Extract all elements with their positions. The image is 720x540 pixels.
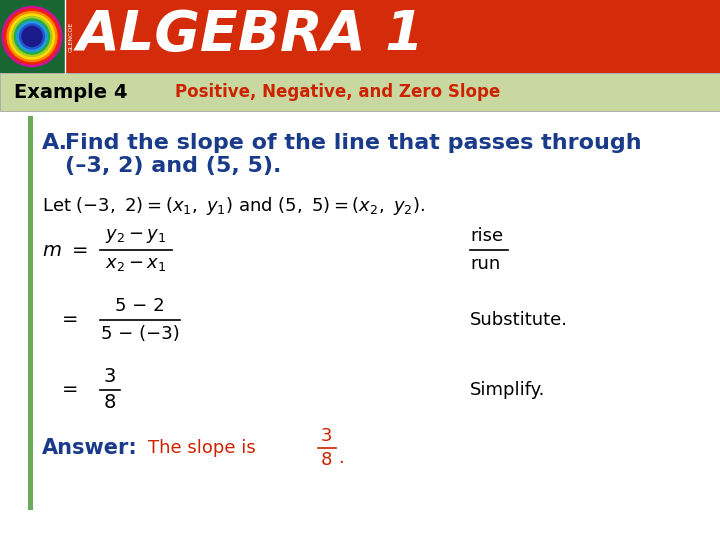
Circle shape [9, 14, 55, 59]
Bar [0, 0, 720, 73]
Text: Let $(-3,\ 2) = (x_1,\ y_1)$ and $(5,\ 5) = (x_2,\ y_2).$: Let $(-3,\ 2) = (x_1,\ y_1)$ and $(5,\ 5… [42, 195, 426, 217]
Circle shape [7, 11, 57, 62]
Text: 5 − (−3): 5 − (−3) [101, 325, 179, 343]
Text: rise: rise [470, 227, 503, 245]
Text: GLENCOE: GLENCOE [69, 22, 74, 52]
Text: $m\ =$: $m\ =$ [42, 240, 88, 260]
Bar [0, 0, 65, 73]
Text: 8: 8 [320, 451, 332, 469]
Text: $x_2 - x_1$: $x_2 - x_1$ [105, 255, 166, 273]
Bar [28, 116, 33, 510]
Text: The slope is: The slope is [148, 439, 256, 457]
Circle shape [12, 17, 52, 57]
Circle shape [19, 24, 45, 49]
Text: Positive, Negative, and Zero Slope: Positive, Negative, and Zero Slope [175, 83, 500, 101]
Bar [0, 73, 720, 111]
Text: 5 − 2: 5 − 2 [115, 297, 165, 315]
Circle shape [2, 6, 62, 66]
Text: Example 4: Example 4 [14, 83, 127, 102]
Text: A.: A. [42, 133, 68, 153]
Text: =: = [62, 310, 78, 329]
Circle shape [4, 9, 60, 64]
Text: Find the slope of the line that passes through: Find the slope of the line that passes t… [65, 133, 642, 153]
Circle shape [14, 19, 50, 54]
Text: =: = [62, 381, 78, 400]
Circle shape [22, 26, 42, 46]
Text: run: run [470, 255, 500, 273]
Text: 3: 3 [104, 368, 116, 387]
Text: 3: 3 [320, 427, 332, 445]
Text: (–3, 2) and (5, 5).: (–3, 2) and (5, 5). [65, 156, 282, 176]
Text: Answer:: Answer: [42, 438, 138, 458]
Circle shape [17, 22, 47, 51]
Text: Substitute.: Substitute. [470, 311, 568, 329]
Text: 8: 8 [104, 394, 116, 413]
Text: Simplify.: Simplify. [470, 381, 545, 399]
Text: $y_2 - y_1$: $y_2 - y_1$ [105, 227, 166, 245]
Text: .: . [338, 449, 343, 467]
Text: ALGEBRA 1: ALGEBRA 1 [77, 9, 425, 63]
